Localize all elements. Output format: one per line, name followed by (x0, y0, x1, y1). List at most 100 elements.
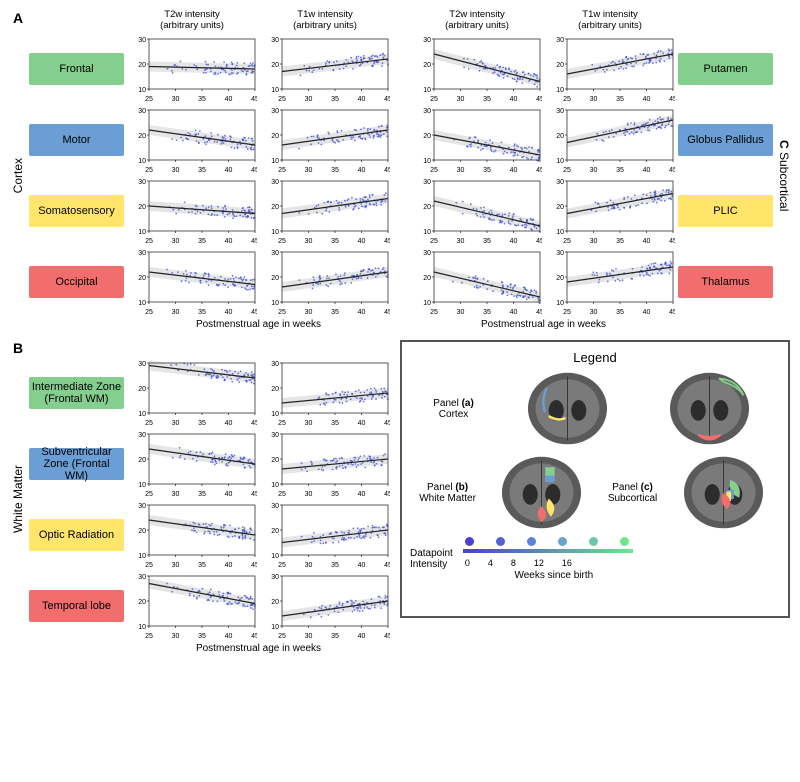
svg-text:10: 10 (138, 158, 146, 165)
plot-a-0-t1: 1020302530354045 (260, 35, 390, 103)
svg-text:45: 45 (536, 309, 542, 316)
svg-text:10: 10 (423, 229, 431, 236)
svg-text:25: 25 (563, 167, 571, 174)
svg-text:45: 45 (251, 633, 257, 640)
svg-text:35: 35 (331, 562, 339, 569)
svg-text:40: 40 (225, 491, 233, 498)
svg-text:35: 35 (331, 96, 339, 103)
col-header-t1-c: T1w intensity(arbitrary units) (545, 10, 675, 32)
svg-text:35: 35 (616, 238, 624, 245)
svg-text:35: 35 (616, 309, 624, 316)
svg-text:10: 10 (138, 87, 146, 94)
svg-text:25: 25 (278, 562, 286, 569)
svg-text:45: 45 (251, 96, 257, 103)
region-label: Motor (29, 124, 124, 156)
plot-a-1-t1: 1020302530354045 (260, 106, 390, 174)
svg-text:10: 10 (271, 482, 279, 489)
panel-letter-a: A (13, 10, 23, 26)
plot-b-2-t2: 1020302530354045 (127, 501, 257, 569)
svg-text:25: 25 (563, 96, 571, 103)
svg-text:10: 10 (271, 300, 279, 307)
figure-top: AT2w intensity(arbitrary units)T1w inten… (10, 10, 790, 330)
svg-text:20: 20 (271, 528, 279, 535)
svg-text:25: 25 (430, 238, 438, 245)
svg-text:20: 20 (556, 133, 564, 140)
svg-text:30: 30 (590, 96, 598, 103)
svg-text:35: 35 (198, 491, 206, 498)
svg-text:25: 25 (430, 309, 438, 316)
svg-text:30: 30 (457, 96, 465, 103)
svg-text:45: 45 (384, 96, 390, 103)
svg-text:45: 45 (384, 633, 390, 640)
svg-text:30: 30 (556, 179, 564, 186)
svg-text:40: 40 (225, 238, 233, 245)
plot-c-2-t2: 1020302530354045 (412, 177, 542, 245)
svg-text:30: 30 (271, 574, 279, 581)
region-label: Temporal lobe (29, 590, 124, 622)
svg-text:45: 45 (536, 167, 542, 174)
svg-text:30: 30 (138, 37, 146, 44)
svg-text:25: 25 (145, 96, 153, 103)
svg-text:30: 30 (423, 250, 431, 257)
svg-text:35: 35 (483, 96, 491, 103)
plot-a-2-t2: 1020302530354045 (127, 177, 257, 245)
svg-text:40: 40 (225, 420, 233, 427)
svg-text:10: 10 (556, 158, 564, 165)
svg-text:30: 30 (305, 167, 313, 174)
svg-text:30: 30 (172, 309, 180, 316)
svg-text:40: 40 (358, 167, 366, 174)
svg-text:30: 30 (172, 167, 180, 174)
svg-text:25: 25 (278, 309, 286, 316)
svg-text:30: 30 (556, 108, 564, 115)
svg-text:40: 40 (643, 238, 651, 245)
svg-text:30: 30 (305, 633, 313, 640)
side-label-wm: White Matter (11, 465, 25, 533)
svg-text:35: 35 (198, 96, 206, 103)
region-label: Occipital (29, 266, 124, 298)
svg-text:30: 30 (457, 309, 465, 316)
svg-text:20: 20 (138, 386, 146, 393)
side-label-subcortical: C Subcortical (777, 140, 791, 211)
svg-text:20: 20 (138, 133, 146, 140)
svg-text:30: 30 (423, 179, 431, 186)
svg-text:45: 45 (669, 96, 675, 103)
svg-text:10: 10 (423, 87, 431, 94)
svg-text:30: 30 (271, 179, 279, 186)
svg-text:10: 10 (138, 482, 146, 489)
svg-text:25: 25 (145, 167, 153, 174)
svg-text:25: 25 (278, 238, 286, 245)
plot-b-3-t2: 1020302530354045 (127, 572, 257, 640)
svg-text:20: 20 (423, 62, 431, 69)
plot-a-3-t2: 1020302530354045 (127, 248, 257, 316)
svg-text:30: 30 (271, 503, 279, 510)
legend-panel-c: Panel (c)Subcortical (608, 482, 657, 504)
panel-letter-b: B (13, 340, 23, 356)
side-label-cortex: Cortex (11, 158, 25, 193)
svg-text:20: 20 (138, 204, 146, 211)
svg-text:35: 35 (331, 238, 339, 245)
col-header-t2-c: T2w intensity(arbitrary units) (412, 10, 542, 32)
svg-text:25: 25 (278, 420, 286, 427)
col-header-t2: T2w intensity(arbitrary units) (127, 10, 257, 32)
svg-text:20: 20 (138, 599, 146, 606)
plot-b-2-t1: 1020302530354045 (260, 501, 390, 569)
svg-text:40: 40 (510, 238, 518, 245)
plot-b-0-t1: 1020302530354045 (260, 359, 390, 427)
svg-text:10: 10 (138, 300, 146, 307)
plot-c-1-t1: 1020302530354045 (545, 106, 675, 174)
svg-text:30: 30 (172, 420, 180, 427)
plot-c-3-t1: 1020302530354045 (545, 248, 675, 316)
svg-text:30: 30 (172, 238, 180, 245)
svg-text:25: 25 (563, 309, 571, 316)
svg-text:20: 20 (271, 133, 279, 140)
svg-text:25: 25 (145, 420, 153, 427)
svg-text:40: 40 (643, 96, 651, 103)
xaxis-label-b: Postmenstrual age in weeks (127, 643, 390, 654)
col-header-t1: T1w intensity(arbitrary units) (260, 10, 390, 32)
svg-text:40: 40 (358, 491, 366, 498)
colorbar: DatapointIntensity0481216Weeks since bir… (410, 537, 780, 581)
svg-text:10: 10 (271, 411, 279, 418)
svg-text:30: 30 (556, 37, 564, 44)
svg-text:40: 40 (643, 167, 651, 174)
svg-text:25: 25 (430, 96, 438, 103)
